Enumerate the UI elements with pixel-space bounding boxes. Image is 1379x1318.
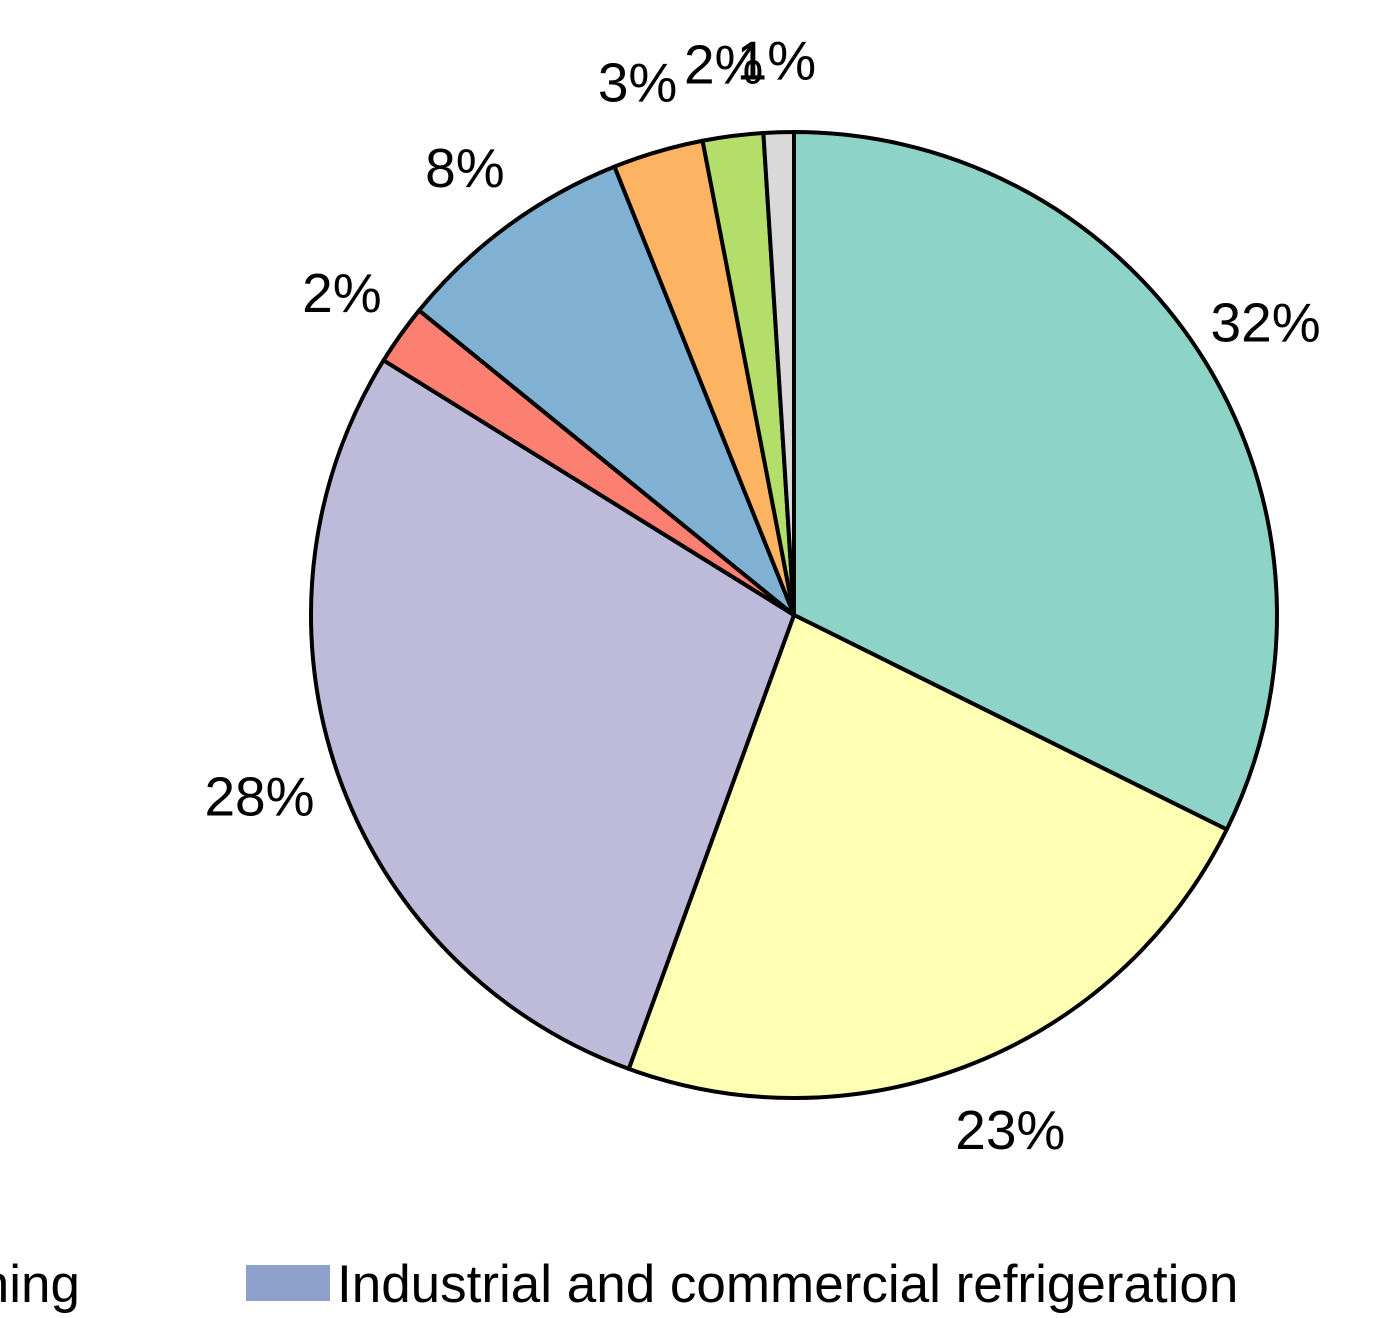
legend-label-industrial-refrigeration: Industrial and commercial refrigeration [337,1255,1238,1314]
pie-labels: 32%23%28%2%8%3% 2%1% [204,29,1320,1161]
pie-slice-label-1: 23% [955,1099,1065,1161]
legend: ning Industrial and commercial refrigera… [0,1255,1238,1314]
pie-slices [309,129,1279,1100]
legend-label-cropped: ning [0,1255,80,1314]
pie-slice-label-3: 2% [302,262,382,324]
pie-slice-label-4: 8% [425,137,505,199]
pie-slice-label-0: 32% [1211,291,1321,353]
pie-slice-label-2: 28% [204,766,314,828]
pie-slice-1 [626,613,1229,1100]
pie-slice-label-7: 1% [737,29,817,91]
pie-slice-label-5: 3% [598,52,678,114]
pie-slice-2 [309,358,796,1071]
legend-swatch-industrial-refrigeration [246,1265,330,1301]
pie-slice-4 [417,164,796,617]
pie-slice-7 [761,129,796,617]
pie-slice-0 [792,130,1279,832]
pie-slice-label-6: 2% [684,34,764,96]
